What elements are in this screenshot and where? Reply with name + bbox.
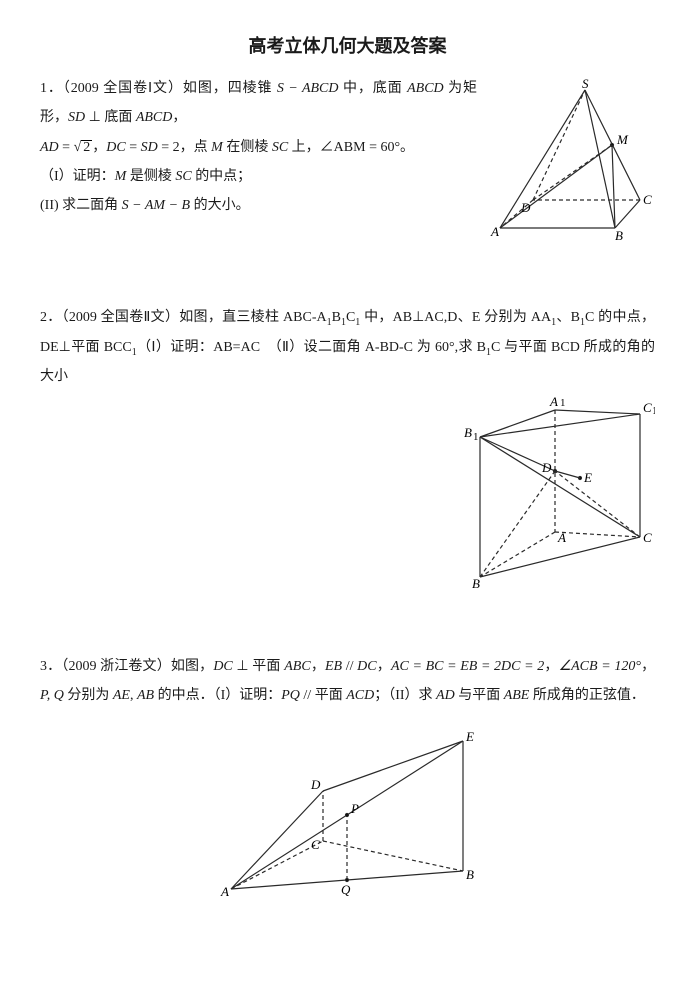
- t: ACD: [346, 688, 374, 703]
- figure-1: S A B C D M: [485, 78, 655, 243]
- t: 1: [473, 431, 479, 443]
- t: 所成角的正弦值．: [529, 688, 645, 703]
- t: ；（II）求: [374, 688, 436, 703]
- t: =: [126, 140, 141, 155]
- label-c1: C: [643, 400, 652, 415]
- label-e: E: [583, 470, 592, 485]
- t: （Ⅰ）证明：AB=AC （Ⅱ）设二面角 A-BD-C 为 60°,求 B: [137, 340, 486, 355]
- t: 与平面: [455, 688, 504, 703]
- p2-num: 2．: [40, 310, 62, 325]
- t: 分别为: [64, 688, 113, 703]
- t: 1: [560, 397, 566, 409]
- t: 1: [652, 405, 655, 417]
- t: PQ: [281, 688, 300, 703]
- label-e: E: [465, 729, 474, 744]
- t: 中，AB⊥AC,D、E 分别为 AA: [360, 310, 551, 325]
- t: DC: [106, 140, 125, 155]
- t: S − AM − B: [122, 198, 190, 213]
- t: M: [115, 169, 127, 184]
- label-c: C: [643, 192, 652, 207]
- t: （2009 浙江卷文）如图，: [61, 659, 213, 674]
- t: =: [59, 140, 74, 155]
- t: DC: [213, 659, 232, 674]
- t: ，: [172, 110, 186, 125]
- t: ，: [311, 659, 325, 674]
- t: ⊥ 平面: [233, 659, 284, 674]
- label-b: B: [472, 576, 480, 591]
- t: ，: [377, 659, 391, 674]
- label-a1: A: [549, 394, 558, 409]
- t: 、B: [556, 310, 580, 325]
- t: ABCD: [136, 110, 173, 125]
- label-a: A: [220, 884, 229, 899]
- t: 的中点；: [192, 169, 252, 184]
- p1-num: 1．: [40, 81, 63, 96]
- label-b: B: [615, 228, 623, 243]
- t: ABC: [284, 659, 310, 674]
- problem-3-text: 3．（2009 浙江卷文）如图，DC ⊥ 平面 ABC，EB // DC，AC …: [40, 652, 655, 711]
- t: B: [332, 310, 341, 325]
- label-q: Q: [341, 882, 351, 897]
- label-b1: B: [464, 425, 472, 440]
- t: ABCD: [407, 81, 444, 96]
- p1-shape: S − ABCD: [277, 81, 339, 96]
- t: = 2，点: [158, 140, 211, 155]
- t: SD: [141, 140, 158, 155]
- t: AD: [436, 688, 455, 703]
- label-s: S: [582, 78, 589, 91]
- label-d: D: [310, 777, 321, 792]
- problem-2: 2．（2009 全国卷Ⅱ文）如图，直三棱柱 ABC-A1B1C1 中，AB⊥AC…: [40, 303, 655, 592]
- t: 在侧棱: [223, 140, 272, 155]
- p3-num: 3．: [40, 659, 61, 674]
- t: //: [342, 659, 357, 674]
- t: ，: [544, 659, 558, 674]
- t: 的大小。: [190, 198, 250, 213]
- t: 2: [81, 140, 92, 155]
- t: SD: [68, 110, 85, 125]
- p1-src: （2009 全国卷Ⅰ文）如图，四棱锥: [63, 81, 277, 96]
- t: （I）证明：: [40, 169, 115, 184]
- t: AD: [40, 140, 59, 155]
- t: (II) 求二面角: [40, 198, 122, 213]
- t: SC: [175, 169, 191, 184]
- t: ABE: [504, 688, 530, 703]
- t: M: [211, 140, 223, 155]
- t: 中，底面: [339, 81, 408, 96]
- t: 上，∠ABM = 60°。: [288, 140, 414, 155]
- figure-3: A B C D E P Q: [213, 721, 483, 901]
- figure-2: A1 B1 C1 A B C D E: [450, 392, 655, 592]
- t: AE: [113, 688, 130, 703]
- label-d: D: [520, 200, 531, 215]
- label-a: A: [557, 530, 566, 545]
- t: SC: [272, 140, 288, 155]
- label-c: C: [643, 530, 652, 545]
- t: ，: [92, 140, 106, 155]
- label-a: A: [490, 224, 499, 239]
- problem-3: 3．（2009 浙江卷文）如图，DC ⊥ 平面 ABC，EB // DC，AC …: [40, 652, 655, 912]
- page-title: 高考立体几何大题及答案: [40, 28, 655, 66]
- t: DC: [357, 659, 376, 674]
- t: C: [346, 310, 355, 325]
- t: // 平面: [300, 688, 346, 703]
- label-m: M: [616, 132, 629, 147]
- t: （2009 全国卷Ⅱ文）如图，直三棱柱 ABC-A: [62, 310, 327, 325]
- t: AC = BC = EB = 2DC = 2: [391, 659, 544, 674]
- label-b: B: [466, 867, 474, 882]
- sqrt-icon: 2: [74, 133, 93, 162]
- t: AB: [137, 688, 154, 703]
- t: ，: [641, 659, 655, 674]
- t: P, Q: [40, 688, 64, 703]
- t: ∠ACB = 120°: [559, 659, 641, 674]
- label-c: C: [311, 837, 320, 852]
- t: ⊥ 底面: [85, 110, 136, 125]
- problem-2-text: 2．（2009 全国卷Ⅱ文）如图，直三棱柱 ABC-A1B1C1 中，AB⊥AC…: [40, 303, 655, 392]
- t: 的中点．（I）证明：: [154, 688, 281, 703]
- label-d: D: [541, 460, 552, 475]
- t: 是侧棱: [126, 169, 175, 184]
- figure-3-wrap: A B C D E P Q: [40, 721, 655, 912]
- label-p: P: [350, 801, 359, 816]
- problem-1: S A B C D M 1．（2009 全国卷Ⅰ文）如图，四棱锥 S − ABC…: [40, 74, 655, 243]
- t: ,: [130, 688, 137, 703]
- t: EB: [325, 659, 342, 674]
